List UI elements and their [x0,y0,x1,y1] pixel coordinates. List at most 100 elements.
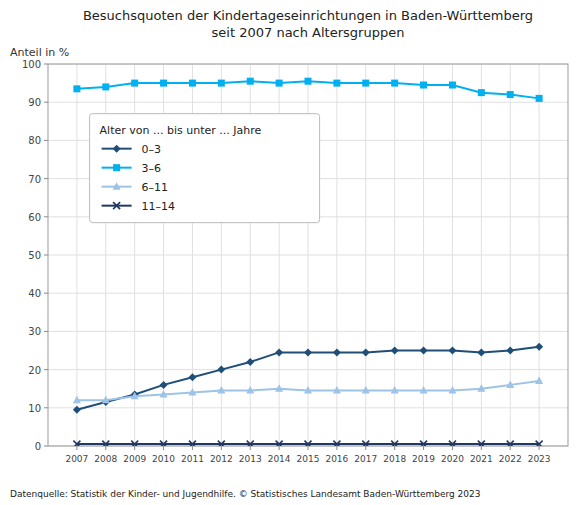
tick-mark [134,446,135,450]
point [420,386,428,394]
tick-mark [308,446,309,450]
marker-stroke [478,441,485,446]
marker-stroke [391,441,398,446]
series-line [77,381,539,400]
marker-stroke [102,441,109,446]
tick-label: 40 [28,288,41,299]
tick-label: 2013 [239,454,262,464]
footer: Datenquelle: Statistik der Kinder- und J… [10,489,481,499]
tick-mark [510,446,511,450]
tick-mark [44,407,48,408]
marker-stroke [305,441,312,446]
point [73,396,81,404]
point [391,386,399,394]
tick-label: 2007 [65,454,88,464]
tick-label: 30 [28,326,41,337]
marker-stroke [160,441,167,446]
tick-label: 2015 [297,454,320,464]
marker-stroke [218,441,225,446]
tick-label: 2022 [499,454,522,464]
point [160,80,167,87]
legend-title: Alter von ... bis unter ... Jahre [100,124,262,137]
tick-mark [336,446,337,450]
tick-mark [365,446,366,450]
tick-label: 2016 [325,454,348,464]
tick-mark [44,178,48,179]
point [507,91,514,98]
tick-label: 2023 [528,454,551,464]
point [536,441,543,446]
point [160,390,168,398]
point [160,441,167,446]
tick-label: 80 [28,135,41,146]
legend: Alter von ... bis unter ... Jahre0–33–66… [90,114,320,223]
series [73,343,543,414]
point [275,384,283,392]
legend-marker [113,164,120,171]
point [478,441,485,446]
point [246,386,254,394]
marker-stroke [449,441,456,446]
marker-stroke [536,441,543,446]
tick-label: 2011 [181,454,204,464]
marker-stroke [507,441,514,446]
point [217,386,225,394]
tick-label: 2008 [94,454,117,464]
tick-label: 50 [28,250,41,261]
tick-mark [44,216,48,217]
tick-mark [44,331,48,332]
point [333,80,340,87]
point [131,80,138,87]
tick-label: 2017 [354,454,377,464]
series [73,441,542,446]
point [506,347,514,355]
point [276,441,283,446]
point [276,80,283,87]
tick-mark [105,446,106,450]
point [218,80,225,87]
point [362,386,370,394]
point [73,406,81,414]
tick-label: 0 [35,441,41,452]
tick-label: 2019 [412,454,435,464]
point [189,80,196,87]
point [102,396,110,404]
legend-label: 11–14 [142,200,176,213]
tick-label: 90 [28,97,41,108]
background [0,0,582,505]
point [275,348,283,356]
legend-label: 6–11 [142,181,169,194]
marker-stroke [449,441,456,446]
series [73,78,542,102]
marker-stroke [305,441,312,446]
tick-mark [250,446,251,450]
plot-frame [48,64,568,446]
tick-mark [481,446,482,450]
y-axis-label: Anteil in % [10,46,69,59]
point [102,441,109,446]
tick-mark [44,369,48,370]
series [73,377,543,404]
tick-mark [76,446,77,450]
tick-label: 2010 [152,454,175,464]
tick-label: 2009 [123,454,146,464]
marker-stroke [362,441,369,446]
marker-stroke [478,441,485,446]
tick-label: 2014 [268,454,291,464]
legend-marker [113,145,121,153]
tick-mark [423,446,424,450]
tick-label: 100 [22,59,41,70]
tick-label: 2020 [441,454,464,464]
marker-stroke [420,441,427,446]
point [478,89,485,96]
point [506,380,514,388]
point [188,373,196,381]
point [305,441,312,446]
grid-line [510,64,511,446]
point [507,441,514,446]
grid-line [76,64,77,446]
title-line: seit 2007 nach Altersgruppen [212,25,405,40]
series-line [77,347,539,410]
marker-stroke [113,202,120,209]
point [304,348,312,356]
